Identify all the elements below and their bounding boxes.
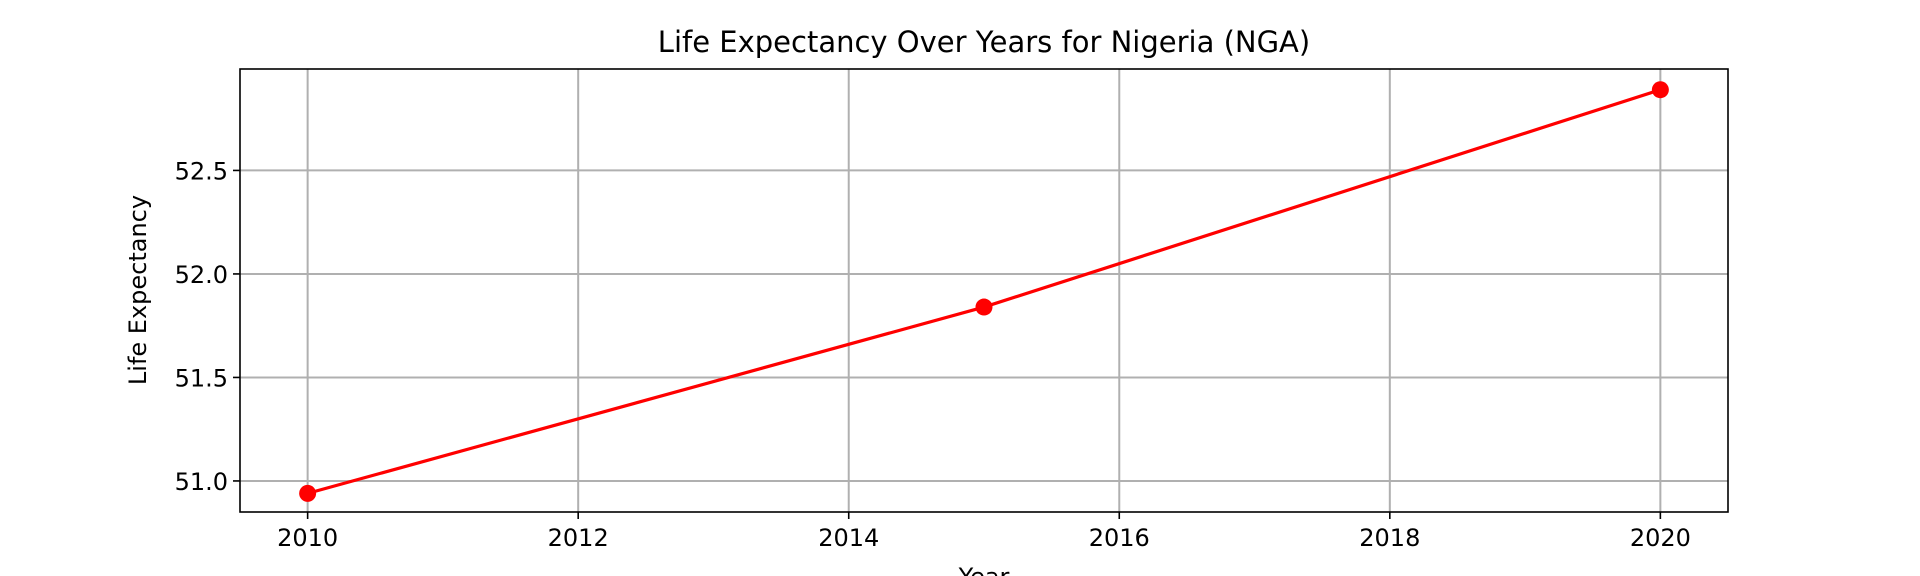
plot-frame [239, 68, 1729, 513]
x-tick-label: 2012 [548, 524, 609, 552]
y-axis-label: Life Expectancy [124, 195, 152, 385]
y-tick-label: 51.0 [175, 468, 228, 496]
x-tick-label: 2020 [1630, 524, 1691, 552]
x-tick-label: 2014 [818, 524, 879, 552]
y-tick-label: 52.0 [175, 261, 228, 289]
ticks: 2010 2012 2014 2016 2018 2020 51.0 51.5 52.0 52.5 [175, 157, 1691, 552]
x-tick-label: 2016 [1089, 524, 1150, 552]
chart-title: Life Expectancy Over Years for Nigeria (… [658, 25, 1310, 59]
series-layer [299, 81, 1669, 502]
data-point [299, 484, 317, 502]
x-axis-label: Year [958, 563, 1010, 576]
grid [240, 69, 1728, 512]
y-tick-label: 51.5 [175, 364, 228, 392]
y-tick-label: 52.5 [175, 157, 228, 185]
data-point [975, 298, 993, 316]
x-tick-label: 2010 [277, 524, 338, 552]
data-point [1651, 81, 1669, 99]
x-tick-label: 2018 [1359, 524, 1420, 552]
